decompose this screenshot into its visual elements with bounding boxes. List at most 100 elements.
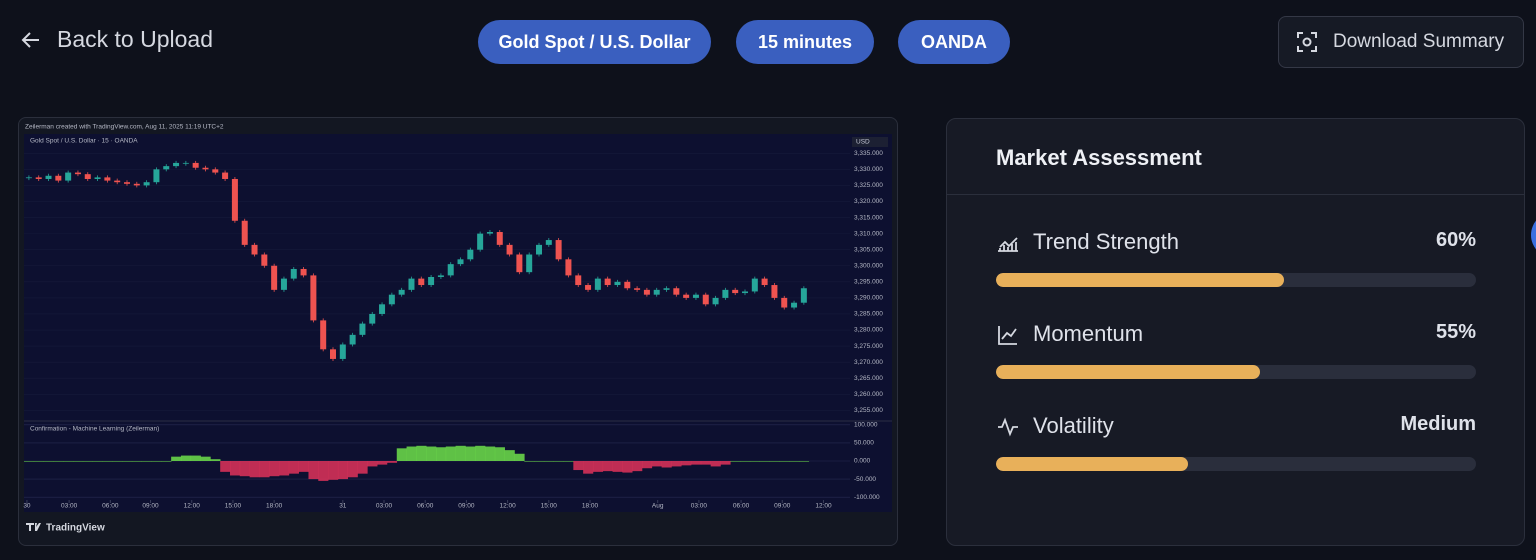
download-button[interactable]: Download Summary xyxy=(1278,16,1524,68)
candle xyxy=(467,249,474,260)
indicator-bar xyxy=(426,446,437,461)
metric-value: 55% xyxy=(1435,321,1476,343)
chart-title: Gold Spot / U.S. Dollar · 15 · OANDA xyxy=(30,138,138,145)
candle xyxy=(673,288,680,295)
indicator-bar xyxy=(612,461,623,472)
indicator-bar xyxy=(534,461,545,462)
back-link[interactable]: Back to Upload xyxy=(20,26,213,53)
chart-image: Zeilerman created with TradingView.com, … xyxy=(18,117,898,546)
metric-label: Momentum xyxy=(1033,321,1144,346)
candle xyxy=(565,259,572,276)
indicator-bar xyxy=(681,461,692,466)
candle xyxy=(320,320,327,350)
x-tick-label: 18:00 xyxy=(582,503,599,510)
indicator-bar xyxy=(249,461,260,478)
indicator-bar xyxy=(592,461,604,472)
indicator-bar xyxy=(259,461,270,478)
progress-track xyxy=(996,273,1476,287)
candle xyxy=(173,162,180,167)
indicator-bar xyxy=(220,461,231,472)
indicator-bar xyxy=(779,461,790,462)
candle xyxy=(800,288,807,303)
candle xyxy=(124,182,130,184)
candle xyxy=(594,278,601,290)
back-text: Back to Upload xyxy=(57,26,213,52)
candle xyxy=(35,177,42,179)
candle xyxy=(202,167,209,170)
indicator-bar xyxy=(367,461,378,467)
x-tick-label: 12:00 xyxy=(184,503,201,510)
download-icon xyxy=(1297,32,1317,52)
candle xyxy=(692,294,699,298)
x-tick-label: 31 xyxy=(339,503,347,510)
candle xyxy=(104,177,111,181)
indicator-bar xyxy=(161,461,172,462)
x-tick-label: 06:00 xyxy=(102,503,119,510)
y-tick-label: 3,305.000 xyxy=(854,246,883,253)
candle xyxy=(761,278,768,286)
candle xyxy=(702,294,709,305)
indicator-bar xyxy=(416,445,427,461)
indicator-bar xyxy=(377,461,388,465)
indicator-bar xyxy=(494,447,505,461)
axis-bg xyxy=(850,134,892,512)
candle xyxy=(506,244,513,255)
indicator-bar xyxy=(445,446,456,461)
candle xyxy=(771,285,778,298)
progress-fill xyxy=(996,457,1188,471)
metric-label: Trend Strength xyxy=(1033,229,1179,254)
indicator-bar xyxy=(112,461,123,462)
indicator-bar xyxy=(386,461,398,463)
y-tick-label: 3,295.000 xyxy=(854,279,883,286)
indicator-bar xyxy=(171,456,182,461)
indicator-bar xyxy=(279,461,290,476)
indicator-bar xyxy=(671,461,682,467)
brand-logo xyxy=(26,523,41,531)
indicator-bar xyxy=(514,453,525,461)
y-tick-label: 3,330.000 xyxy=(854,166,883,173)
candle xyxy=(94,177,101,179)
indicator-bar xyxy=(661,461,672,468)
candle xyxy=(486,232,493,234)
indicator-bar xyxy=(328,461,339,480)
y-tick-label: 3,260.000 xyxy=(854,391,883,398)
indicator-bar xyxy=(406,446,417,461)
candle xyxy=(575,275,582,286)
indicator-bar xyxy=(92,461,103,462)
indicator-bar xyxy=(710,461,721,467)
candle xyxy=(55,175,62,181)
candle xyxy=(418,278,425,286)
indicator-bar xyxy=(789,461,800,462)
indicator-bar xyxy=(33,461,44,462)
x-tick-label: 09:00 xyxy=(774,503,791,510)
y-tick-label: 3,320.000 xyxy=(854,198,883,205)
candle xyxy=(251,244,258,255)
candle xyxy=(555,240,562,260)
indicator-bar xyxy=(642,461,653,469)
candle xyxy=(192,162,199,168)
y-tick-label: 3,335.000 xyxy=(854,150,883,157)
candle xyxy=(604,278,611,286)
indicator-bar xyxy=(210,459,221,461)
candle xyxy=(437,275,444,277)
candle xyxy=(45,175,52,179)
candle xyxy=(516,254,523,273)
x-tick-label: 03:00 xyxy=(61,503,78,510)
candle xyxy=(683,294,690,298)
indicator-bar xyxy=(102,461,113,462)
metric-value: Medium xyxy=(1400,413,1476,435)
candle xyxy=(25,177,32,179)
candle xyxy=(732,289,739,294)
chart: Zeilerman created with TradingView.com, … xyxy=(23,124,892,534)
indicator-bar xyxy=(563,461,574,462)
indicator-bar xyxy=(141,461,152,462)
y-tick-label: 3,285.000 xyxy=(854,311,883,318)
indicator-bar xyxy=(318,461,329,481)
indicator-bar xyxy=(347,461,358,478)
candle xyxy=(536,244,542,255)
x-tick-label: Aug xyxy=(652,503,664,510)
floating-button[interactable] xyxy=(1524,210,1536,260)
candle xyxy=(545,240,552,245)
candle xyxy=(379,304,386,314)
x-tick-label: 06:00 xyxy=(733,503,750,510)
